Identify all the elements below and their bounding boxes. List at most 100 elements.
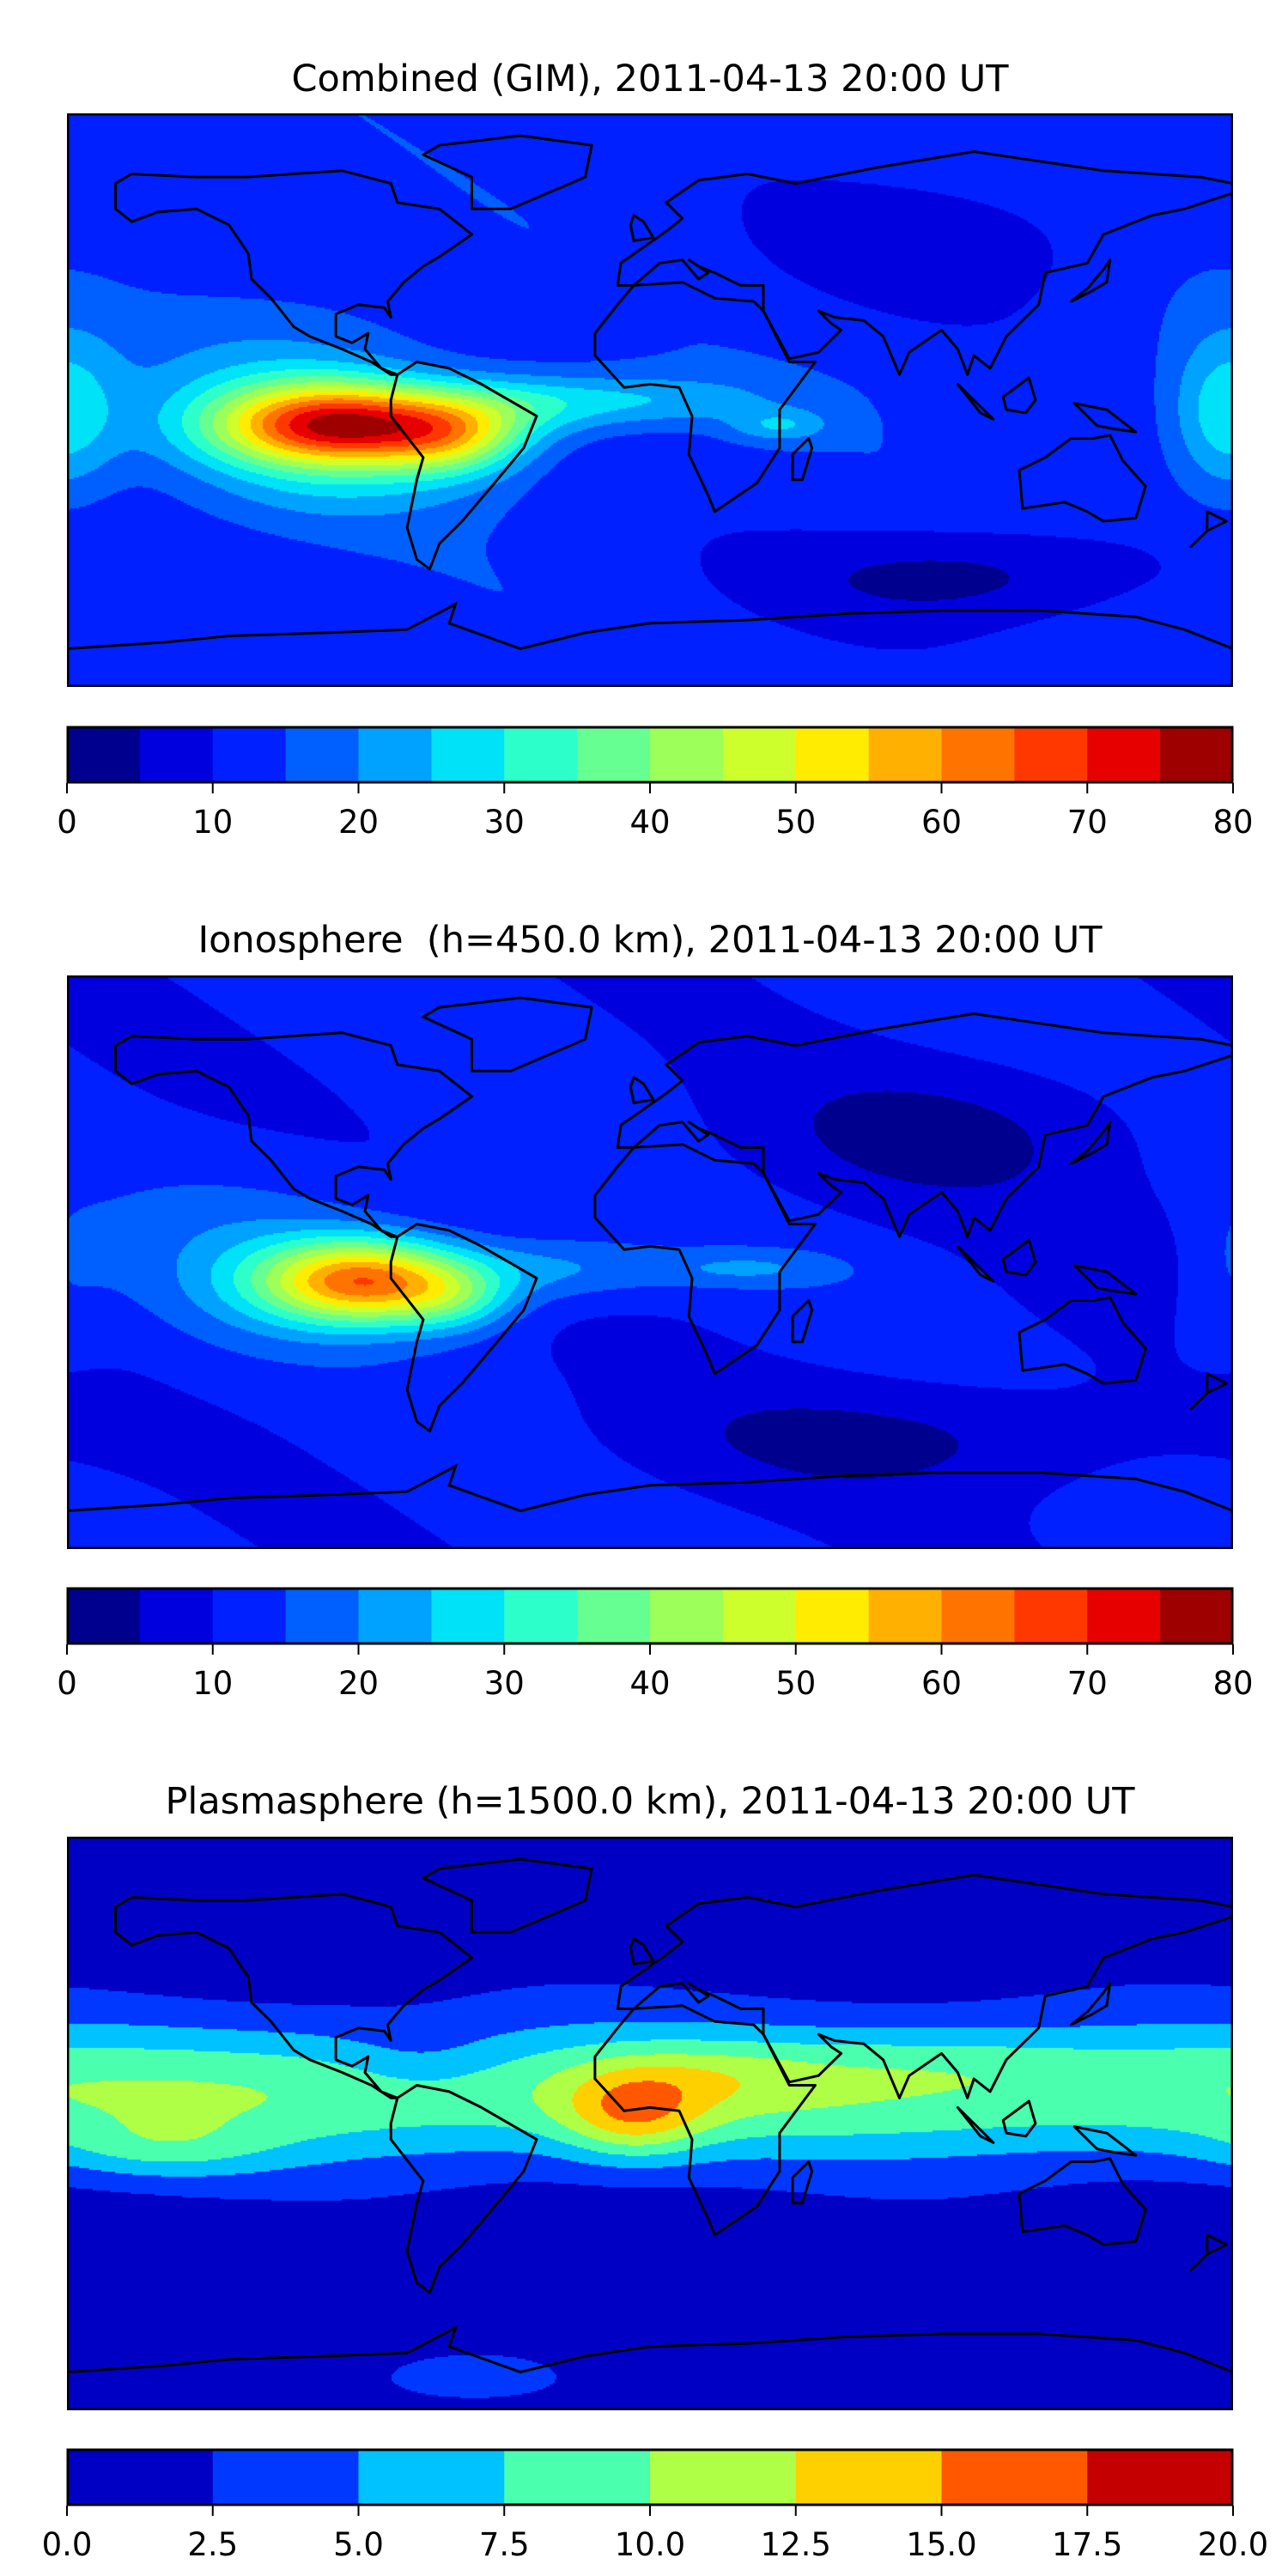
coastline [956, 382, 995, 421]
coastline [1069, 258, 1112, 303]
colorbar-frame [66, 2448, 1234, 2506]
colorbar-bin [504, 726, 578, 783]
colorbar-bin [1087, 1588, 1161, 1644]
colorbar-bin [212, 726, 287, 783]
colorbar-bin [722, 726, 797, 783]
colorbar-bin [431, 1588, 505, 1644]
coastline [629, 1937, 655, 1965]
coastline [1018, 1296, 1147, 1385]
coastline [629, 214, 655, 242]
colorbar-tick-label: 10 [192, 804, 234, 841]
colorbar-bin [941, 1588, 1015, 1644]
map-frame [67, 1837, 1233, 2410]
colorbar-tick-label: 17.5 [1052, 2526, 1123, 2563]
colorbar-bin [650, 2449, 797, 2506]
colorbar-bin [795, 2449, 942, 2506]
coastline [1069, 1121, 1112, 1165]
coastline [114, 1893, 473, 2099]
colorbar-combined: 0 10 20 30 40 50 60 70 80 [57, 726, 1254, 840]
filled-contour-field [67, 1837, 1233, 2410]
colorbar-bin [212, 1588, 287, 1644]
colorbar-bin [722, 1588, 797, 1644]
map-combined-gim [67, 113, 1233, 687]
colorbar-bin [139, 1588, 214, 1644]
colorbar-bin [577, 1588, 651, 1644]
map-plasmasphere [67, 1837, 1233, 2410]
colorbar-tick-label: 0 [57, 804, 77, 841]
map-frame [67, 113, 1233, 687]
colorbar-bin [67, 2449, 214, 2506]
map-frame [67, 975, 1233, 1549]
colorbar-bin [285, 726, 360, 783]
coastline [1001, 2099, 1037, 2138]
colorbar-tick-label: 5.0 [333, 2526, 384, 2563]
coastline [956, 1244, 995, 1283]
colorbar-tick-label: 20 [337, 804, 380, 841]
coastline [114, 169, 473, 376]
coastline [389, 1223, 538, 1433]
colorbar-tick-label: 70 [1066, 1665, 1108, 1702]
colorbar-tick-label: 40 [629, 804, 671, 841]
coastline-antarctica [67, 2324, 1233, 2374]
coastline [791, 2160, 814, 2205]
panel-title-ionosphere: Ionosphere (h=450.0 km), 2011-04-13 20:0… [197, 919, 1103, 962]
colorbar-bin [358, 1588, 432, 1644]
colorbar-ionosphere: 0 10 20 30 40 50 60 70 80 [57, 1587, 1254, 1701]
colorbar-tick-label: 30 [483, 1665, 525, 1702]
coastlines-overlay [67, 113, 1233, 687]
colorbar-bin [1014, 726, 1088, 783]
coastline [629, 1076, 655, 1104]
colorbar-tick-label: 30 [483, 804, 525, 841]
colorbar-bin [212, 2449, 359, 2506]
colorbar-tick-label: 70 [1066, 804, 1108, 841]
colorbar-tick-label: 0 [57, 1665, 77, 1702]
coastline [1072, 402, 1138, 434]
colorbar-bin [868, 1588, 943, 1644]
colorbar-tick-label: 80 [1212, 804, 1254, 841]
colorbar-bin [1160, 1588, 1234, 1644]
coastline [791, 437, 814, 482]
colorbar-tick-label: 0.0 [41, 2526, 93, 2563]
colorbar-bin [67, 1588, 141, 1644]
coastline [1069, 1982, 1112, 2026]
coastline [1072, 1264, 1138, 1296]
coastline [422, 1857, 593, 1934]
colorbar-plasmasphere: 0.0 2.5 5.0 7.5 10.0 12.5 15.0 17.5 20.0 [42, 2448, 1268, 2562]
colorbar-bin [67, 726, 141, 783]
coastline [1189, 510, 1228, 549]
colorbar-frame [66, 1587, 1234, 1645]
colorbar-bin [868, 726, 943, 783]
coastline-antarctica [67, 601, 1233, 651]
colorbar-tick-label: 12.5 [760, 2526, 831, 2563]
colorbar-tick-label: 50 [775, 1665, 817, 1702]
coastline [1001, 1238, 1037, 1277]
colorbar-bin [1014, 1588, 1088, 1644]
colorbar-tick-label: 80 [1212, 1665, 1254, 1702]
coastline [1189, 1372, 1228, 1411]
coastline [593, 1143, 817, 1376]
coastline [114, 1031, 473, 1238]
colorbar-bin [650, 1588, 724, 1644]
colorbar-tick-label: 20 [337, 1665, 380, 1702]
colorbar-tick-label: 20.0 [1197, 2526, 1269, 2563]
colorbar-bin [650, 726, 724, 783]
colorbar-bin [1087, 726, 1161, 783]
coastline [389, 361, 538, 571]
colorbar-tick-label: 2.5 [187, 2526, 239, 2563]
coastline [616, 1012, 1233, 1238]
colorbar-bin [577, 726, 651, 783]
colorbar-tick-label: 50 [775, 804, 817, 841]
coastline [1018, 2157, 1147, 2246]
coastline [1072, 2125, 1138, 2157]
coastline [956, 2105, 995, 2144]
coastlines-overlay [67, 975, 1233, 1549]
colorbar-tick-label: 10 [192, 1665, 234, 1702]
coastline-antarctica [67, 1463, 1233, 1513]
coastlines-overlay [67, 1837, 1233, 2410]
colorbar-tick-label: 10.0 [614, 2526, 686, 2563]
colorbar-bin [504, 2449, 651, 2506]
colorbar-tick-label: 15.0 [906, 2526, 977, 2563]
coastline [791, 1299, 814, 1344]
colorbar-tick-label: 60 [920, 1665, 963, 1702]
colorbar-bin [1087, 2449, 1234, 2506]
